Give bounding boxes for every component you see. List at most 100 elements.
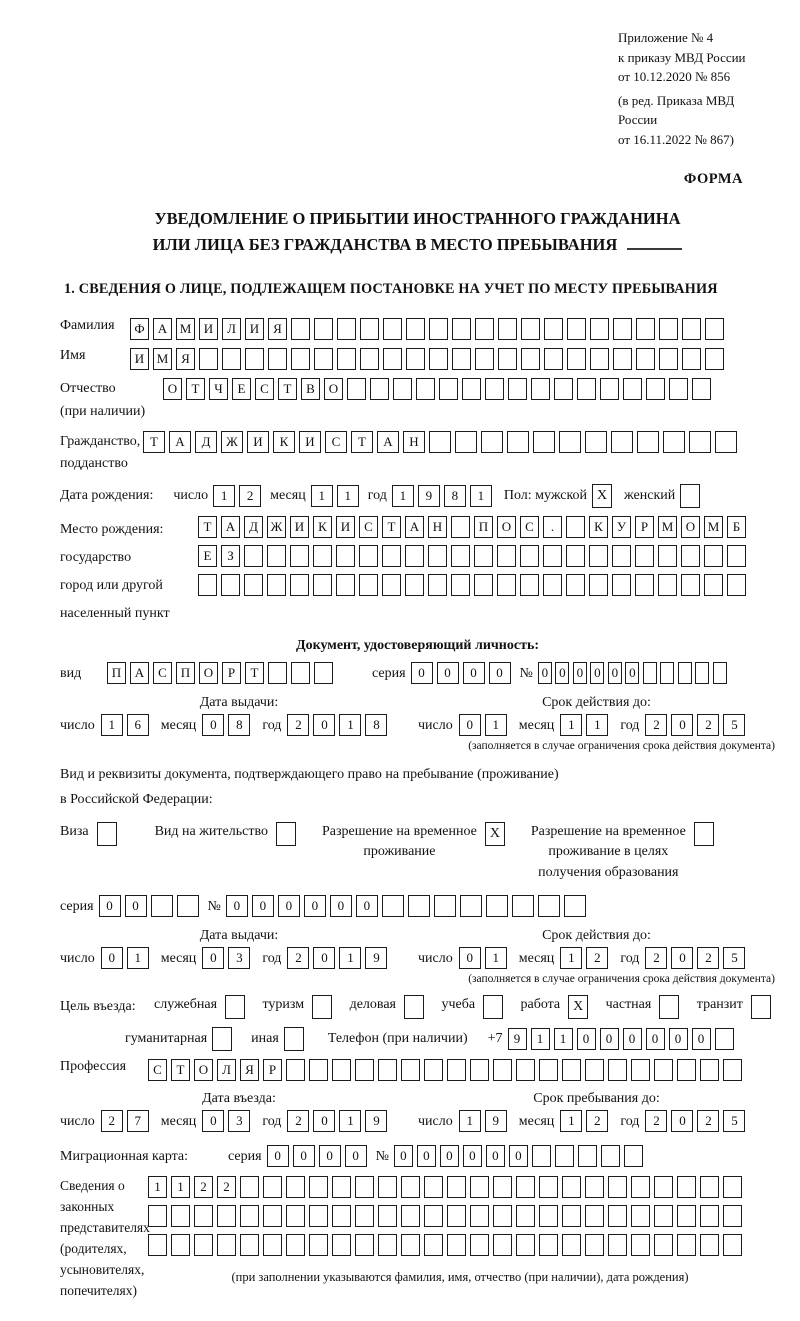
purpose-tourism-checkbox[interactable] bbox=[312, 994, 336, 1019]
revision-line: от 16.11.2022 № 867) bbox=[618, 131, 735, 147]
visa-checkbox[interactable] bbox=[96, 822, 121, 847]
purpose-other-checkbox[interactable] bbox=[283, 1026, 308, 1051]
purpose-work: работа X bbox=[520, 994, 592, 1019]
purpose-transit-checkbox[interactable] bbox=[750, 994, 775, 1019]
day-label: число bbox=[418, 717, 453, 733]
name-label: Имя bbox=[60, 348, 86, 364]
legal-rep-cells-row3[interactable] bbox=[148, 1233, 772, 1256]
year-label: год bbox=[620, 717, 640, 733]
purpose-business-checkbox[interactable] bbox=[403, 994, 428, 1019]
purpose-other-label: иная bbox=[251, 1031, 279, 1047]
doc-kind-label: вид bbox=[60, 665, 82, 681]
sex-male-checkbox[interactable]: X bbox=[592, 483, 616, 508]
purpose-study-checkbox[interactable] bbox=[483, 994, 507, 1019]
purpose-humanitarian-checkbox[interactable] bbox=[212, 1026, 236, 1051]
year-label: год bbox=[367, 488, 387, 504]
appendix-line: от 10.12.2020 № 856 bbox=[618, 69, 731, 84]
purpose-study: учеба bbox=[441, 994, 507, 1019]
temp-residence-edu-option: Разрешение на временное проживание в цел… bbox=[531, 822, 718, 883]
temp-residence-option: Разрешение на временное проживание X bbox=[322, 822, 509, 863]
phone-prefix: +7 bbox=[487, 1031, 503, 1047]
identity-doc-heading: Документ, удостоверяющий личность: bbox=[295, 637, 540, 653]
purpose-private-checkbox[interactable] bbox=[659, 994, 683, 1019]
residence-doc-options-row: Виза Вид на жительство Разрешение на вре… bbox=[60, 822, 775, 883]
profession-label: Профессия bbox=[60, 1058, 127, 1074]
birth-place-label: Место рождения: государство город или др… bbox=[60, 521, 170, 621]
mig-number-sign: № bbox=[375, 1148, 389, 1164]
res-issue-date-heading: Дата выдачи: bbox=[199, 927, 279, 943]
purpose-official-checkbox[interactable] bbox=[225, 994, 249, 1019]
title-line-2: ИЛИ ЛИЦА БЕЗ ГРАЖДАНСТВА В МЕСТО ПРЕБЫВА… bbox=[152, 234, 618, 254]
legal-rep-cells-row2[interactable] bbox=[148, 1204, 772, 1227]
birth-place-cells-row3[interactable] bbox=[198, 573, 750, 596]
day-label: число bbox=[60, 717, 95, 733]
res-valid-until-heading: Срок действия до: bbox=[542, 927, 651, 943]
sex-female-checkbox[interactable] bbox=[680, 483, 704, 508]
visit-purpose-row: Цель въезда: служебная туризм деловая уч… bbox=[60, 994, 775, 1019]
purpose-humanitarian-label: гуманитарная bbox=[125, 1031, 208, 1047]
legal-representatives-row: Сведения о законных представителях (роди… bbox=[60, 1175, 775, 1302]
visa-option: Виза bbox=[60, 822, 121, 847]
sex-male-label: Пол: мужской bbox=[503, 488, 588, 504]
day-label: число bbox=[418, 1113, 453, 1129]
res-series-label: серия bbox=[60, 898, 94, 914]
month-label: месяц bbox=[270, 488, 306, 504]
birth-place-row: Место рождения: государство город или др… bbox=[60, 515, 775, 628]
temp-residence-edu-checkbox[interactable] bbox=[693, 822, 718, 847]
residence-permit-checkbox[interactable] bbox=[275, 822, 300, 847]
purpose-official: служебная bbox=[154, 994, 249, 1019]
purpose-work-checkbox[interactable]: X bbox=[568, 994, 592, 1019]
mig-series-label: серия bbox=[228, 1148, 262, 1164]
temp-residence-checkbox[interactable]: X bbox=[484, 822, 509, 847]
month-label: месяц bbox=[160, 1113, 197, 1129]
doc-number-sign: № bbox=[519, 665, 533, 681]
purpose-tourism: туризм bbox=[263, 994, 337, 1019]
year-label: год bbox=[620, 1113, 640, 1129]
